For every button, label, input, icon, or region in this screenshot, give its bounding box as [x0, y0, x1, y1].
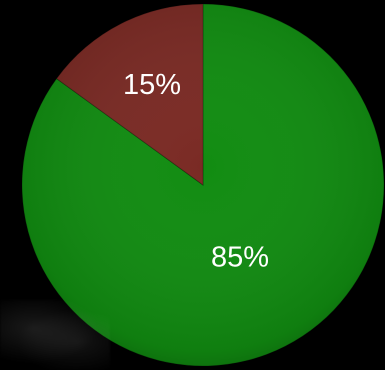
pie-slice-label-1: 15%: [123, 69, 181, 101]
pie-slices: [21, 3, 385, 367]
pie-slice-label-0: 85%: [211, 242, 269, 274]
pie-labels: 85% 15%: [123, 69, 269, 274]
